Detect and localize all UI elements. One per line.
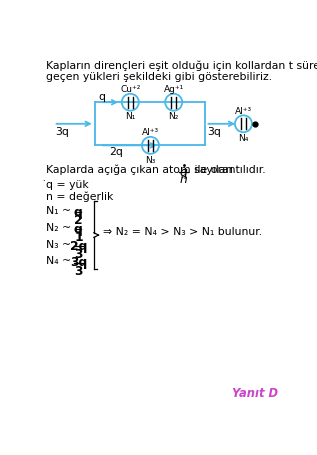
Text: n: n <box>180 173 188 186</box>
Text: N₁ ~: N₁ ~ <box>46 205 71 215</box>
Text: ⇒ N₂ = N₄ > N₃ > N₁ bulunur.: ⇒ N₂ = N₄ > N₃ > N₁ bulunur. <box>103 227 262 237</box>
Text: N₃ ~: N₃ ~ <box>46 239 71 249</box>
Text: 2q: 2q <box>70 239 87 252</box>
Text: 3q: 3q <box>70 256 87 269</box>
Text: 3q: 3q <box>207 127 221 137</box>
Text: q: q <box>99 91 106 101</box>
Text: Kapların dirençleri eşit olduğu için kollardan t sürede
geçen yükleri şekildeki : Kapların dirençleri eşit olduğu için kol… <box>46 60 317 82</box>
Text: 3: 3 <box>74 264 83 277</box>
Text: N₄: N₄ <box>238 134 249 143</box>
Text: q: q <box>74 205 83 218</box>
Text: 1: 1 <box>74 231 83 243</box>
Text: N₂ ~: N₂ ~ <box>46 222 71 232</box>
Text: Cu⁺²: Cu⁺² <box>120 85 140 94</box>
Text: 2q: 2q <box>109 147 123 157</box>
Text: n = değerlik: n = değerlik <box>46 192 113 202</box>
Text: q: q <box>180 165 188 178</box>
Text: ̇q = yük: ̇q = yük <box>46 180 88 190</box>
Text: Ag⁺¹: Ag⁺¹ <box>164 85 184 94</box>
Text: Al⁺³: Al⁺³ <box>235 106 252 115</box>
Text: N₃: N₃ <box>145 155 156 164</box>
Text: N₂: N₂ <box>169 112 179 121</box>
Text: q: q <box>74 222 83 235</box>
Text: Al⁺³: Al⁺³ <box>142 128 159 137</box>
Text: 2: 2 <box>74 214 83 227</box>
Text: 3q: 3q <box>55 127 69 137</box>
Text: 3: 3 <box>74 248 83 260</box>
Text: N₁: N₁ <box>125 112 135 121</box>
Text: N₄ ~: N₄ ~ <box>46 256 71 266</box>
Text: Yanıt D: Yanıt D <box>232 386 278 399</box>
Text: ile orantılıdır.: ile orantılıdır. <box>191 164 265 174</box>
Text: Kaplarda açığa çıkan atom sayıları: Kaplarda açığa çıkan atom sayıları <box>46 164 233 175</box>
